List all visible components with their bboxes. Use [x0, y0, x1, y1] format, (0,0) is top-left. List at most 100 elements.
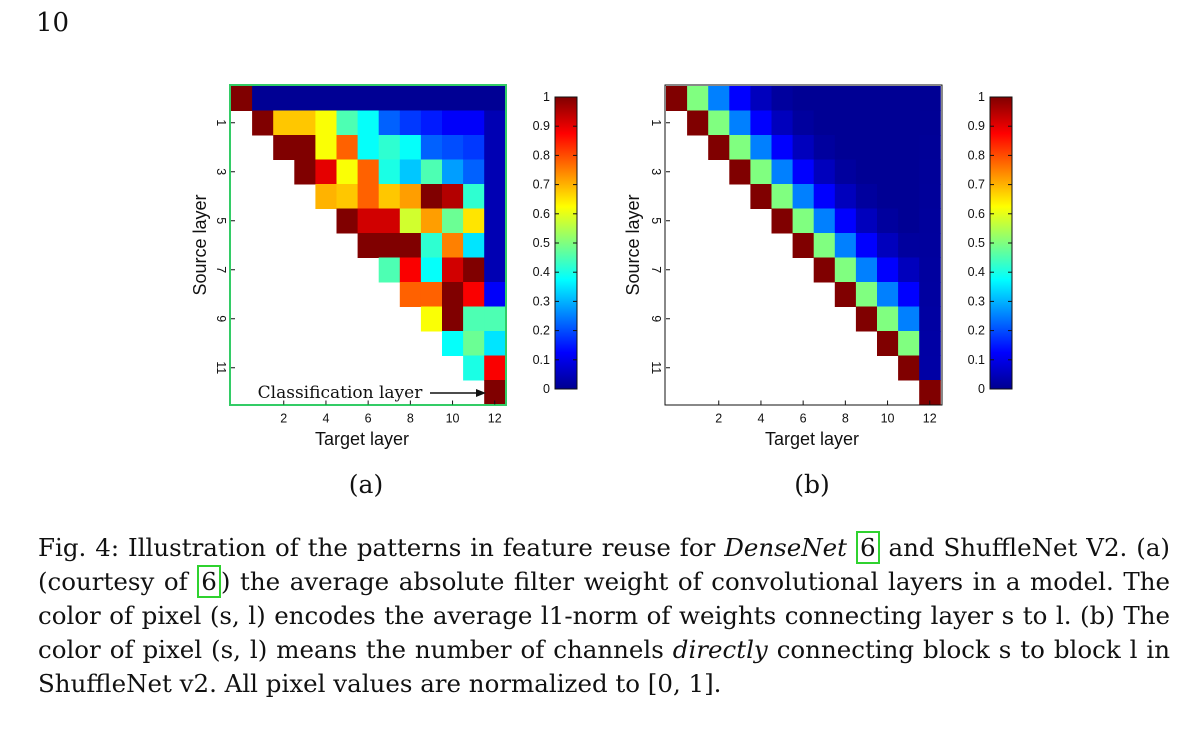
heatmap-cell — [898, 135, 920, 160]
heatmap-cell — [855, 135, 878, 160]
heatmap-cell — [792, 184, 815, 209]
heatmap-cell — [919, 110, 941, 136]
colorbar-tick-label: 0.4 — [968, 265, 985, 279]
annotation-classification-layer: Classification layer — [258, 383, 424, 403]
heatmap-cell — [919, 233, 941, 258]
heatmap-cell — [463, 135, 485, 160]
heatmap-cell — [463, 257, 485, 283]
heatmap-cell — [750, 184, 772, 209]
heatmap-cell — [315, 159, 337, 185]
heatmap-cell — [336, 208, 359, 234]
colorbar-tick-label: 0.8 — [968, 148, 985, 162]
colorbar-tick-label: 0.6 — [533, 207, 550, 221]
heatmap-cell — [420, 282, 443, 307]
heatmap-cell — [855, 233, 878, 258]
citation-link[interactable]: 6 — [197, 565, 221, 598]
heatmap-cell — [420, 208, 443, 234]
heatmap-cell — [771, 208, 794, 234]
heatmap-cell — [687, 110, 709, 136]
heatmap-cell — [919, 380, 941, 405]
heatmap-cell — [442, 135, 464, 160]
heatmap-cell — [231, 86, 253, 111]
heatmap-cell — [378, 233, 401, 258]
colorbar-b-ticks: 1 0.9 0.8 0.7 0.6 0.5 0.4 0.3 0.2 0.1 0 — [968, 90, 1012, 396]
heatmap-cell — [877, 135, 899, 160]
y-tick-label: 9 — [649, 315, 663, 322]
heatmap-cell — [315, 184, 337, 209]
heatmap-a-axes: 2 4 6 8 10 12 1 3 5 7 9 11 — [214, 119, 502, 425]
heatmap-cell — [771, 135, 794, 160]
heatmap-cell — [898, 257, 920, 283]
colorbar-tick-label: 0.4 — [533, 265, 550, 279]
heatmap-cell — [855, 306, 878, 332]
heatmap-cell — [919, 355, 941, 381]
heatmap-cell — [442, 159, 464, 185]
heatmap-cell — [708, 86, 730, 111]
x-tick-label: 8 — [407, 412, 414, 426]
caption-label: Fig. 4: — [38, 533, 120, 562]
heatmap-cell — [442, 233, 464, 258]
heatmap-cell — [399, 282, 422, 307]
citation-link[interactable]: 6 — [855, 531, 880, 564]
heatmap-cell — [442, 208, 464, 234]
heatmap-cell — [877, 208, 899, 234]
heatmap-cell — [834, 208, 857, 234]
heatmap-cell — [463, 184, 485, 209]
heatmap-cell — [273, 135, 295, 160]
heatmap-cell — [813, 233, 836, 258]
heatmap-cell — [813, 159, 836, 185]
heatmap-cell — [378, 184, 401, 209]
caption-text-2: and ShuffleNet V2. (a) (courtesy of — [38, 533, 1170, 596]
heatmap-cell — [378, 159, 401, 185]
x-tick-label: 2 — [280, 412, 287, 426]
heatmap-cell — [708, 135, 730, 160]
colorbar-tick-label: 0.6 — [968, 207, 985, 221]
heatmap-cell — [463, 331, 485, 356]
heatmap-cell — [484, 110, 506, 136]
heatmap-cell — [898, 159, 920, 185]
figure-caption: Fig. 4: Illustration of the patterns in … — [38, 531, 1170, 701]
heatmap-cell — [750, 86, 772, 111]
heatmap-cell — [771, 110, 794, 136]
heatmap-cell — [399, 159, 422, 185]
heatmap-cell — [919, 86, 941, 111]
y-tick-label: 3 — [214, 168, 228, 175]
heatmap-cell — [834, 86, 857, 111]
heatmap-cell — [898, 86, 920, 111]
heatmap-cell — [315, 135, 337, 160]
heatmap-cell — [792, 208, 815, 234]
colorbar-tick-label: 1 — [543, 90, 550, 104]
colorbar-tick-label: 0.2 — [968, 324, 985, 338]
heatmap-cell — [877, 233, 899, 258]
page-number: 10 — [36, 8, 70, 38]
colorbar-tick-label: 0.7 — [533, 178, 550, 192]
heatmap-cell — [729, 110, 751, 136]
heatmap-cell — [484, 380, 506, 405]
heatmap-cell — [919, 306, 941, 332]
heatmap-cell — [336, 184, 359, 209]
y-axis-label-a: Source layer — [190, 194, 210, 295]
heatmap-cell — [750, 159, 772, 185]
colorbar-tick-label: 0.1 — [968, 353, 985, 367]
heatmap-cell — [855, 184, 878, 209]
colorbar-tick-label: 0 — [978, 382, 985, 396]
colorbar-tick-label: 0.9 — [968, 119, 985, 133]
heatmap-cell — [420, 135, 443, 160]
heatmap-cell — [813, 135, 836, 160]
heatmap-cell — [399, 184, 422, 209]
heatmap-cell — [252, 86, 274, 111]
x-tick-label: 4 — [322, 412, 329, 426]
colorbar-tick-label: 0.3 — [533, 294, 550, 308]
colorbar-tick-label: 0 — [543, 382, 550, 396]
heatmap-cell — [898, 282, 920, 307]
heatmap-cell — [813, 110, 836, 136]
heatmap-cell — [729, 86, 751, 111]
heatmap-cell — [898, 184, 920, 209]
caption-densenet: DenseNet — [724, 533, 848, 562]
heatmap-cell — [420, 110, 443, 136]
heatmap-cell — [919, 184, 941, 209]
heatmap-cell — [442, 86, 464, 111]
